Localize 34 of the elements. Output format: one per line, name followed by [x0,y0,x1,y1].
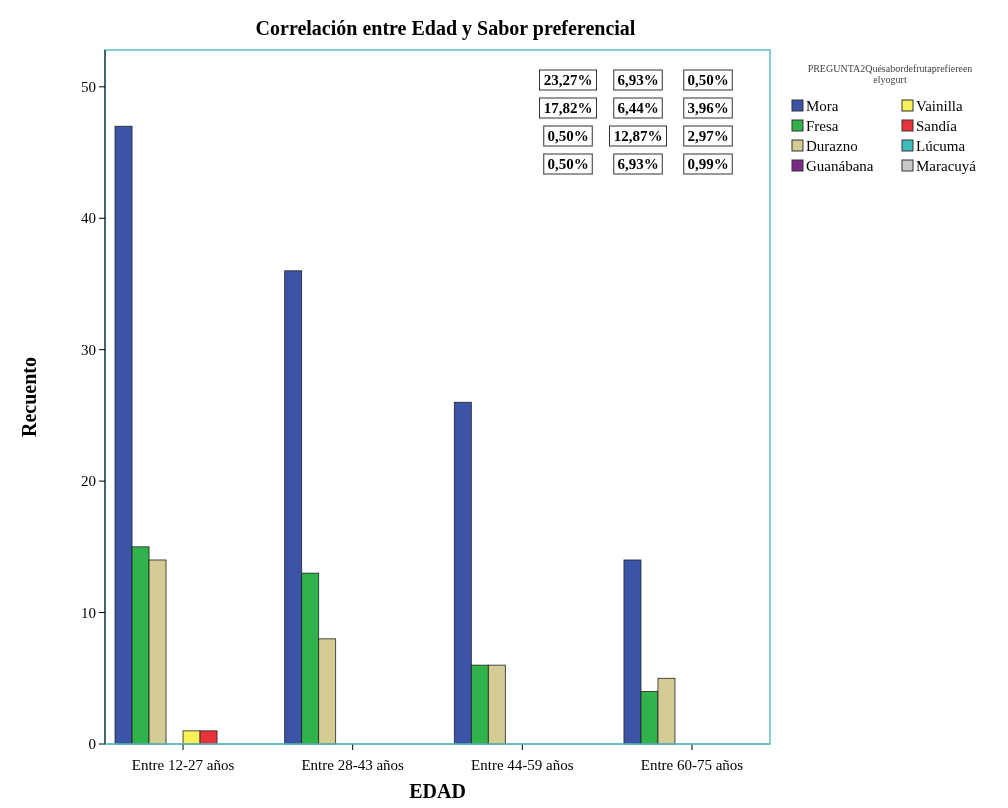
legend-label: Vainilla [916,98,963,114]
legend-label: Lúcuma [916,138,966,154]
legend-label: Fresa [806,118,839,134]
y-tick-label: 20 [81,473,96,490]
legend-title: PREGUNTA2Quésabordefrutaprefiereenelyogurt [807,63,973,85]
annotation: 0,50% [687,72,729,88]
annotation: 2,97% [687,128,729,144]
legend-label: Mora [806,98,839,114]
x-tick-label: Entre 28-43 años [301,757,405,773]
annotation: 6,93% [617,72,659,88]
legend-label: Sandía [916,118,958,134]
annotation: 23,27% [543,72,593,88]
y-tick-label: 40 [81,210,96,227]
y-tick-label: 50 [81,78,96,95]
annotation: 0,99% [687,156,729,172]
annotation: 6,93% [617,156,659,172]
annotation: 0,50% [547,156,589,172]
y-tick-label: 0 [88,736,96,752]
annotation: 12,87% [613,128,663,144]
y-tick-label: 30 [81,341,96,358]
annotation: 6,44% [617,100,659,116]
x-tick-label: Entre 60-75 años [640,757,744,773]
annotation: 3,96% [687,100,729,116]
legend-label: Durazno [806,138,858,154]
x-axis-title: EDAD [409,780,466,802]
annotation: 17,82% [543,100,593,116]
annotation: 0,50% [547,128,589,144]
x-tick-label: Entre 12-27 años [131,757,235,773]
legend-label: Maracuyá [916,158,977,174]
y-tick-label: 10 [81,604,96,621]
x-tick-label: Entre 44-59 años [471,757,574,773]
legend-label: Guanábana [806,158,874,174]
chart-title: Correlación entre Edad y Sabor preferencial [255,17,636,40]
y-axis-title: Recuento [18,357,40,437]
